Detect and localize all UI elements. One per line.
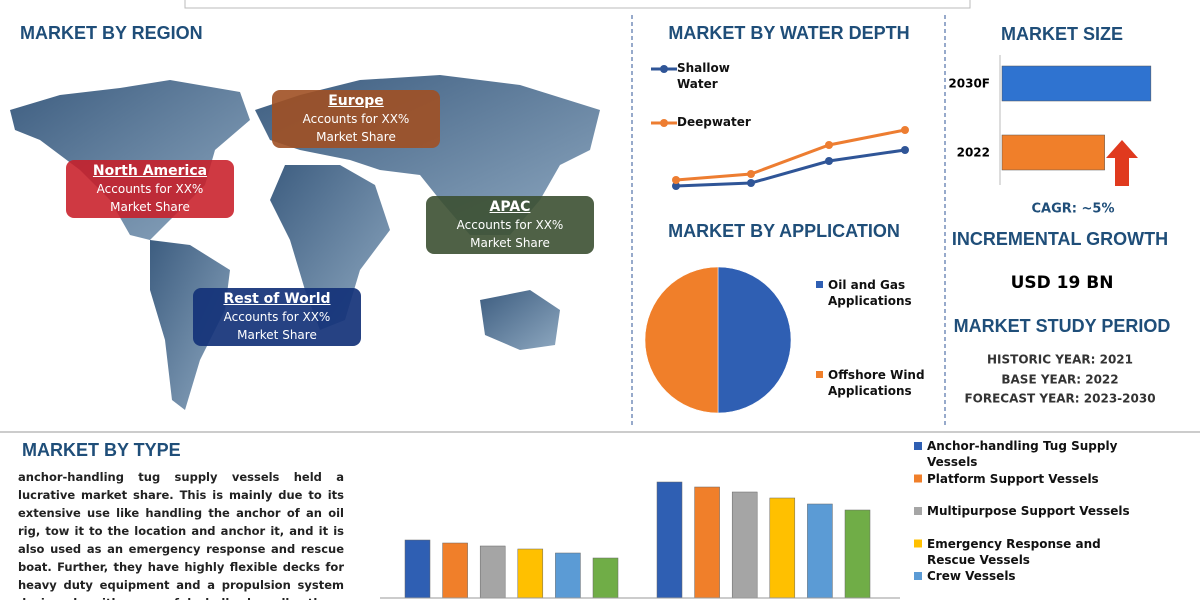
line-point	[747, 170, 755, 178]
type-bar	[844, 509, 871, 599]
line-point	[672, 182, 680, 190]
size-bar	[1001, 134, 1105, 171]
legend-label: Anchor-handling Tug Supply Vessels	[927, 439, 1118, 469]
pie-slice	[644, 266, 719, 414]
growth-arrow	[1106, 140, 1138, 186]
type-bar	[442, 542, 468, 599]
region-line: Market Share	[470, 236, 550, 250]
type-title: MARKET BY TYPE	[22, 440, 181, 460]
legend-label: Platform Support Vessels	[927, 471, 1099, 486]
cagr: CAGR: ~5%	[1032, 202, 1115, 217]
size-label: 2030F	[948, 77, 990, 91]
legend-label: Emergency Response and Rescue Vessels	[927, 536, 1101, 567]
line-point	[901, 126, 909, 134]
type-bar	[404, 539, 431, 599]
region-name: Rest of World	[223, 291, 331, 307]
type-text: anchor-handling tug supply vessels held …	[18, 470, 344, 600]
region-box: Rest of World Accounts for XX% Market Sh…	[193, 288, 361, 346]
growth-value: USD 19 BN	[1011, 273, 1114, 293]
region-line: Market Share	[110, 200, 190, 214]
size-label: 2022	[957, 146, 990, 160]
legend-swatch	[914, 474, 922, 483]
size-bar	[1001, 65, 1152, 102]
line-point	[672, 176, 680, 184]
region-name: APAC	[489, 199, 531, 215]
legend-marker	[660, 119, 668, 127]
type-bar	[731, 491, 758, 599]
region-box: Europe Accounts for XX% Market Share	[272, 90, 440, 148]
region-name: Europe	[328, 93, 384, 109]
legend-label: Shallow Water	[677, 61, 730, 91]
legend-marker	[660, 65, 668, 73]
legend-label: Offshore Wind Applications	[828, 368, 925, 398]
period-line: HISTORIC YEAR: 2021	[987, 353, 1133, 367]
type-bar	[769, 497, 796, 599]
legend-swatch	[816, 281, 823, 288]
period-line: BASE YEAR: 2022	[1001, 373, 1118, 387]
legend-swatch	[914, 507, 922, 515]
region-line: Accounts for XX%	[302, 112, 410, 126]
type-bar	[517, 548, 544, 599]
type-bar	[694, 486, 720, 599]
legend-swatch	[816, 371, 823, 378]
type-bar	[555, 552, 581, 599]
type-bar	[479, 545, 506, 599]
legend-swatch	[914, 539, 922, 548]
depth-title: MARKET BY WATER DEPTH	[668, 23, 909, 43]
legend-label: Multipurpose Support Vessels	[927, 504, 1130, 518]
region-title: MARKET BY REGION	[20, 23, 203, 43]
legend-swatch	[914, 572, 922, 580]
legend-label: Oil and Gas Applications	[828, 278, 912, 308]
period-line: FORECAST YEAR: 2023-2030	[964, 392, 1155, 406]
region-line: Accounts for XX%	[456, 218, 564, 232]
region-line: Market Share	[316, 130, 396, 144]
line-point	[825, 157, 833, 165]
top-box	[184, 0, 971, 9]
type-bar	[592, 557, 619, 599]
pie-slice	[717, 266, 792, 414]
region-box: APAC Accounts for XX% Market Share	[426, 196, 594, 254]
legend-label: Crew Vessels	[927, 569, 1016, 583]
size-title: MARKET SIZE	[1001, 24, 1123, 44]
period-title: MARKET STUDY PERIOD	[954, 316, 1171, 336]
growth-title: INCREMENTAL GROWTH	[952, 229, 1168, 249]
region-line: Accounts for XX%	[223, 310, 331, 324]
line-series	[675, 128, 906, 182]
line-point	[747, 179, 755, 187]
region-box: North America Accounts for XX% Market Sh…	[66, 160, 234, 218]
application-title: MARKET BY APPLICATION	[668, 221, 900, 241]
region-line: Accounts for XX%	[96, 182, 204, 196]
line-point	[901, 146, 909, 154]
legend-swatch	[914, 442, 922, 450]
type-bar	[656, 481, 683, 599]
line-series	[675, 148, 906, 188]
line-point	[825, 141, 833, 149]
region-name: North America	[92, 163, 208, 179]
region-line: Market Share	[237, 328, 317, 342]
type-bar	[807, 503, 833, 599]
legend-label: Deepwater	[677, 115, 751, 129]
